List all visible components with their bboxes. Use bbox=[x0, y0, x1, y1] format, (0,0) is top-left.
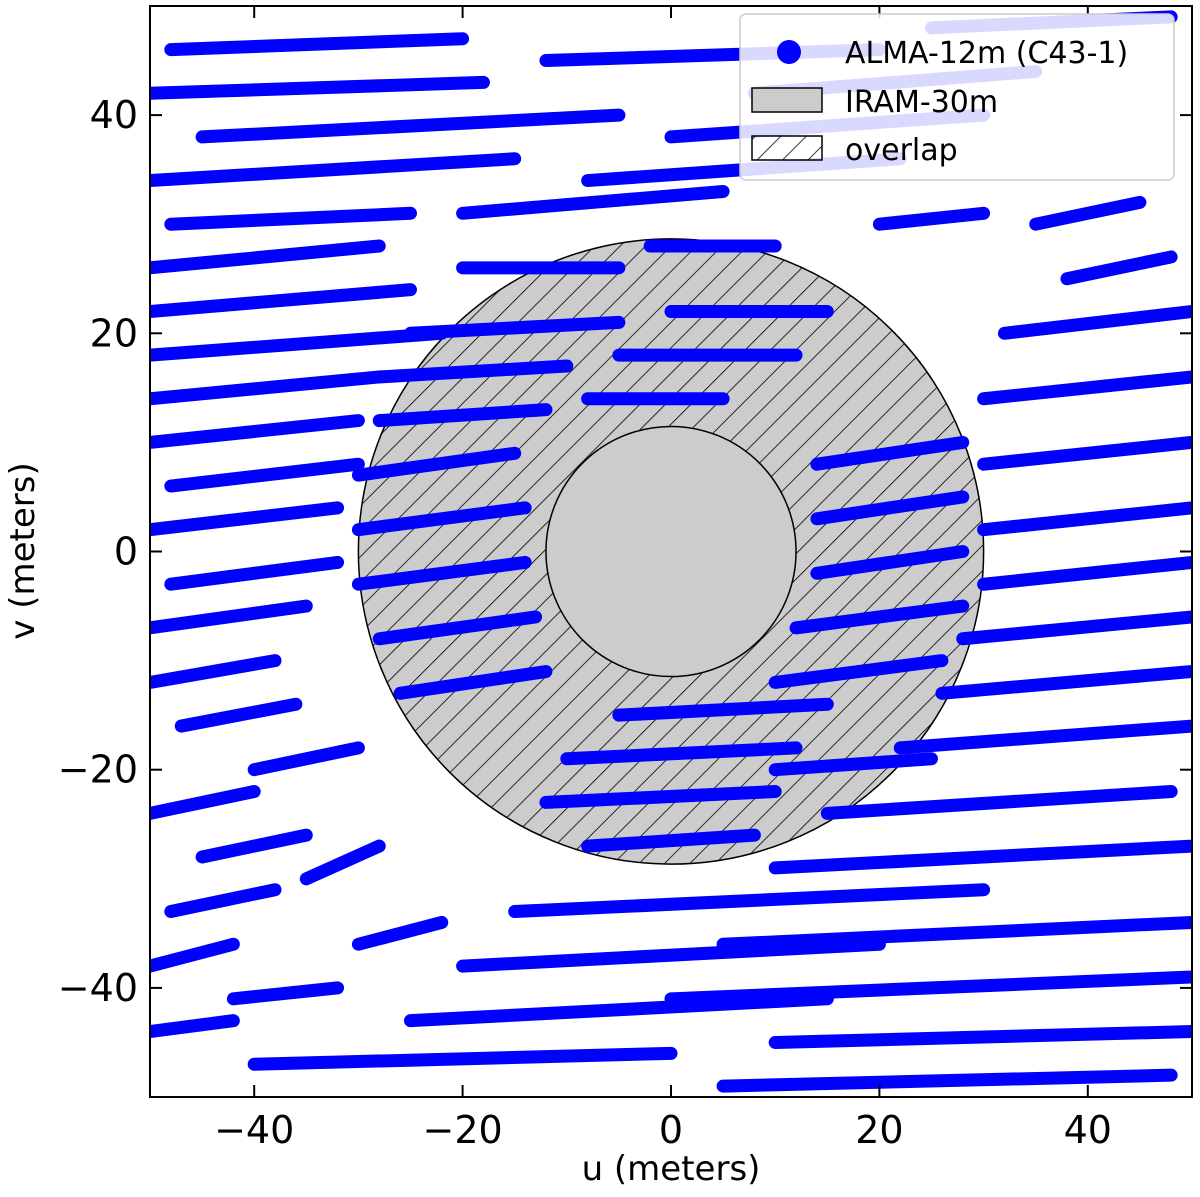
y-tick-label-1: −20 bbox=[58, 748, 138, 792]
uv-track-54 bbox=[768, 839, 1192, 875]
uv-track-66 bbox=[150, 937, 240, 973]
legend: ALMA-12m (C43-1) IRAM-30m overlap bbox=[739, 13, 1175, 181]
uv-track-30 bbox=[351, 446, 522, 482]
x-tick-label-3: 20 bbox=[855, 1108, 903, 1152]
y-axis-label: v (meters) bbox=[3, 462, 43, 639]
uv-track-17 bbox=[150, 501, 345, 537]
x-tick-label-0: −40 bbox=[214, 1108, 294, 1152]
uv-track-71 bbox=[872, 206, 991, 231]
uv-track-39 bbox=[768, 654, 949, 689]
y-tick-label-3: 20 bbox=[90, 311, 138, 355]
legend-label-iram: IRAM-30m bbox=[845, 85, 998, 120]
uv-track-19 bbox=[150, 599, 313, 635]
uv-track-65 bbox=[164, 883, 282, 919]
uv-track-31 bbox=[351, 501, 532, 537]
uv-track-58 bbox=[664, 970, 1192, 1006]
uv-track-34 bbox=[393, 665, 553, 700]
uv-track-47 bbox=[977, 435, 1192, 471]
legend-label-overlap: overlap bbox=[845, 133, 958, 168]
uv-track-5 bbox=[195, 108, 626, 144]
uv-track-59 bbox=[404, 992, 834, 1028]
uv-track-46 bbox=[977, 370, 1192, 406]
uv-track-57 bbox=[456, 937, 886, 973]
uv-track-26 bbox=[372, 359, 574, 384]
uv-track-12 bbox=[150, 283, 417, 318]
legend-label-alma: ALMA-12m (C43-1) bbox=[845, 36, 1128, 71]
uv-track-7 bbox=[150, 152, 522, 188]
uv-track-1 bbox=[150, 75, 490, 100]
uv-track-44 bbox=[768, 752, 938, 777]
uv-track-43 bbox=[581, 828, 761, 853]
uv-track-21 bbox=[174, 697, 303, 733]
uv-track-74 bbox=[247, 741, 365, 777]
x-axis-ticks: −40 −20 0 20 40 bbox=[214, 6, 1112, 1152]
legend-swatch-overlap bbox=[751, 135, 823, 161]
uv-track-16 bbox=[164, 457, 365, 493]
uv-track-72 bbox=[1029, 195, 1147, 231]
uv-track-67 bbox=[226, 981, 345, 1006]
uv-track-48 bbox=[977, 501, 1192, 537]
uv-track-15 bbox=[150, 414, 365, 449]
uv-track-37 bbox=[810, 545, 970, 580]
uv-track-61 bbox=[247, 1046, 678, 1071]
uv-track-28 bbox=[372, 403, 553, 428]
uv-track-64 bbox=[195, 828, 313, 864]
uv-track-53 bbox=[820, 785, 1178, 820]
uv-track-52 bbox=[893, 719, 1192, 755]
uv-track-41 bbox=[560, 741, 803, 766]
uv-track-62 bbox=[716, 1068, 1178, 1093]
y-tick-label-0: −40 bbox=[58, 966, 138, 1010]
uv-track-73 bbox=[1060, 250, 1178, 286]
x-axis-label: u (meters) bbox=[582, 1149, 761, 1189]
uv-track-20 bbox=[150, 654, 282, 689]
legend-swatch-iram bbox=[751, 87, 823, 113]
uv-track-13 bbox=[150, 326, 449, 362]
overlap-inner-boundary bbox=[545, 425, 797, 678]
uv-track-24 bbox=[404, 315, 626, 340]
uv-track-45 bbox=[997, 304, 1192, 340]
uv-track-49 bbox=[977, 555, 1192, 591]
uv-track-70 bbox=[351, 915, 449, 951]
uv-track-63 bbox=[150, 785, 261, 820]
uv-track-11 bbox=[150, 239, 386, 275]
y-tick-label-4: 40 bbox=[90, 93, 138, 137]
uv-track-60 bbox=[768, 1025, 1192, 1049]
uv-track-18 bbox=[164, 555, 345, 591]
uv-track-35 bbox=[810, 435, 970, 471]
uv-track-40 bbox=[612, 697, 834, 722]
uv-track-69 bbox=[299, 839, 386, 886]
uv-track-50 bbox=[956, 610, 1192, 646]
legend-marker-alma bbox=[777, 40, 801, 64]
uv-track-56 bbox=[716, 915, 1192, 951]
uv-track-42 bbox=[539, 785, 782, 809]
uv-track-0 bbox=[164, 32, 470, 57]
uv-track-14 bbox=[150, 370, 386, 406]
uv-track-10 bbox=[456, 184, 730, 220]
uv-track-55 bbox=[508, 883, 991, 919]
y-axis-ticks: −40 −20 0 20 40 bbox=[58, 93, 1192, 1010]
y-tick-label-2: 0 bbox=[114, 530, 138, 574]
uv-track-32 bbox=[351, 555, 532, 591]
uv-track-9 bbox=[164, 206, 417, 231]
x-tick-label-4: 40 bbox=[1064, 1108, 1112, 1152]
uv-track-38 bbox=[789, 599, 970, 635]
uv-track-33 bbox=[372, 610, 543, 646]
legend-frame bbox=[739, 13, 1175, 181]
x-tick-label-1: −20 bbox=[422, 1108, 502, 1152]
uv-track-51 bbox=[935, 665, 1192, 700]
uv-track-36 bbox=[810, 490, 970, 526]
x-tick-label-2: 0 bbox=[659, 1108, 683, 1152]
uv-track-68 bbox=[150, 1014, 240, 1039]
